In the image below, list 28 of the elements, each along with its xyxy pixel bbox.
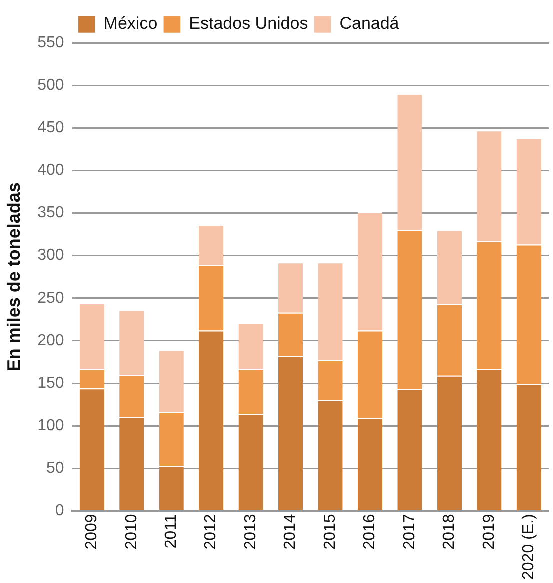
x-tick-label: 2012 xyxy=(202,514,220,550)
y-tick-label: 150 xyxy=(38,374,64,392)
x-tick-label: 2010 xyxy=(123,514,140,550)
y-tick-label: 500 xyxy=(38,76,64,94)
x-tick-label: 2009 xyxy=(84,514,101,550)
x-tick-label: 2017 xyxy=(401,514,418,550)
y-tick-label: 0 xyxy=(55,502,64,520)
x-tick-label: 2019 xyxy=(480,514,498,550)
x-tick-label: 2013 xyxy=(242,514,260,550)
y-tick-label: 250 xyxy=(38,290,64,307)
x-tick-label: 2011 xyxy=(163,514,180,549)
y-tick-label: 400 xyxy=(38,162,64,180)
y-tick-label: 50 xyxy=(46,460,64,478)
legend-label: Estados Unidos xyxy=(189,14,308,34)
legend-label: México xyxy=(104,14,158,34)
y-tick-label: 300 xyxy=(38,247,64,264)
x-tick-label: 2015 xyxy=(322,514,339,550)
y-axis-title: En miles de toneladas xyxy=(4,182,24,372)
y-tick-label: 350 xyxy=(38,204,64,222)
y-tick-label: 200 xyxy=(38,332,64,350)
y-tick-label: 100 xyxy=(38,417,64,434)
legend-label: Canadá xyxy=(340,14,400,34)
x-tick-label: 2020 (E.) xyxy=(520,514,538,580)
y-tick-label: 550 xyxy=(38,34,64,52)
x-tick-label: 2018 xyxy=(441,514,458,550)
x-tick-label: 2016 xyxy=(362,514,379,550)
y-tick-label: 450 xyxy=(38,120,64,137)
x-tick-label: 2014 xyxy=(282,514,300,550)
